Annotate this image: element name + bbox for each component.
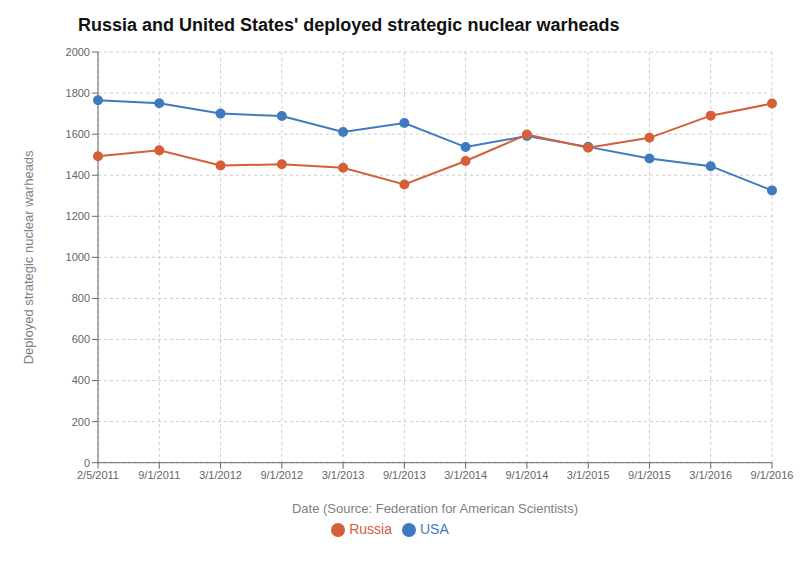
svg-text:3/1/2012: 3/1/2012 xyxy=(199,469,242,481)
html-text:USA: USA xyxy=(420,520,449,537)
svg-text:800: 800 xyxy=(72,292,90,304)
svg-text:Date (Source: Federation for A: Date (Source: Federation for American Sc… xyxy=(292,501,578,516)
html-text:Russia: Russia xyxy=(349,520,392,537)
svg-text:1400: 1400 xyxy=(66,169,90,181)
html-text:Russia and United States' depl: Russia and United States' deployed strat… xyxy=(78,15,620,35)
svg-text:9/1/2014: 9/1/2014 xyxy=(505,469,548,481)
svg-text:1800: 1800 xyxy=(66,87,90,99)
svg-text:400: 400 xyxy=(72,374,90,386)
svg-text:600: 600 xyxy=(72,333,90,345)
svg-text:9/1/2011: 9/1/2011 xyxy=(138,469,180,481)
svg-text:200: 200 xyxy=(72,416,90,428)
svg-text:3/1/2013: 3/1/2013 xyxy=(322,469,365,481)
svg-text:0: 0 xyxy=(84,457,90,469)
svg-text:1200: 1200 xyxy=(66,210,90,222)
svg-text:3/1/2014: 3/1/2014 xyxy=(444,469,487,481)
svg-text:1000: 1000 xyxy=(66,251,90,263)
svg-text:3/1/2016: 3/1/2016 xyxy=(689,469,732,481)
svg-text:Deployed strategic nuclear war: Deployed strategic nuclear warheads xyxy=(21,150,36,364)
svg-text:9/1/2016: 9/1/2016 xyxy=(751,469,794,481)
svg-text:9/1/2012: 9/1/2012 xyxy=(260,469,303,481)
svg-text:9/1/2013: 9/1/2013 xyxy=(383,469,426,481)
svg-text:1600: 1600 xyxy=(66,128,90,140)
svg-text:9/1/2015: 9/1/2015 xyxy=(628,469,671,481)
svg-text:3/1/2015: 3/1/2015 xyxy=(567,469,610,481)
svg-text:2/5/2011: 2/5/2011 xyxy=(77,469,119,481)
svg-text:2000: 2000 xyxy=(66,46,90,58)
